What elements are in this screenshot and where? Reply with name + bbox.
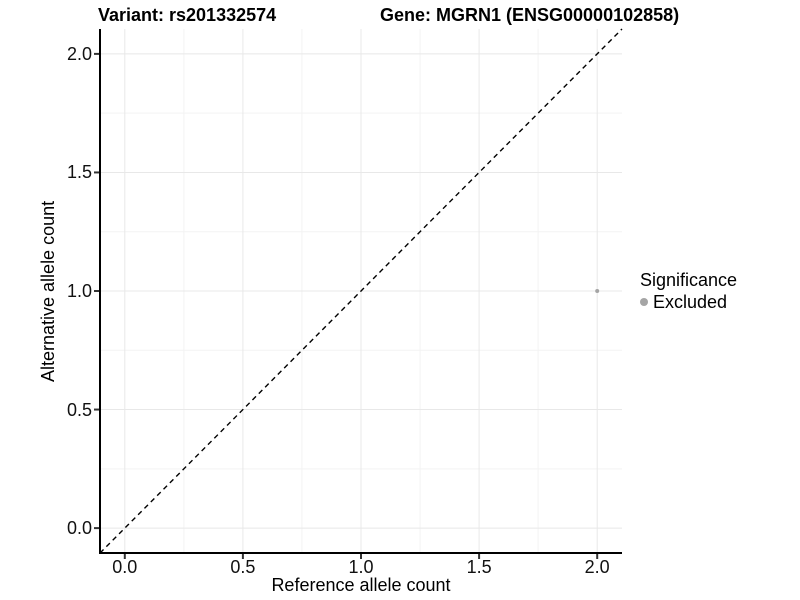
legend-item-excluded: Excluded [640,292,737,312]
x-tick-label: 2.0 [584,557,610,577]
y-axis-title: Alternative allele count [38,200,58,382]
x-tick-label: 1.5 [466,557,492,577]
legend: Significance Excluded [640,270,737,312]
y-tick-label: 1.5 [66,162,92,183]
data-point [595,289,600,293]
plot-title-gene: Gene: MGRN1 (ENSG00000102858) [380,5,680,25]
legend-item-label: Excluded [653,292,728,312]
y-tick-label: 1.0 [66,281,92,301]
legend-title: Significance [640,270,738,290]
legend-point-icon [640,298,648,306]
x-tick-label: 0.5 [230,557,256,577]
y-tick-label: 2.0 [66,43,92,64]
y-tick-label: 0.5 [66,399,92,420]
x-tick-label: 0.0 [112,557,138,577]
identity-dashed-line [99,28,623,554]
plot-title-variant: Variant: rs201332574 [98,5,277,25]
x-tick-label: 1.0 [348,557,374,577]
x-axis-title: Reference allele count [271,575,451,595]
y-tick-label: 0.0 [66,518,92,539]
